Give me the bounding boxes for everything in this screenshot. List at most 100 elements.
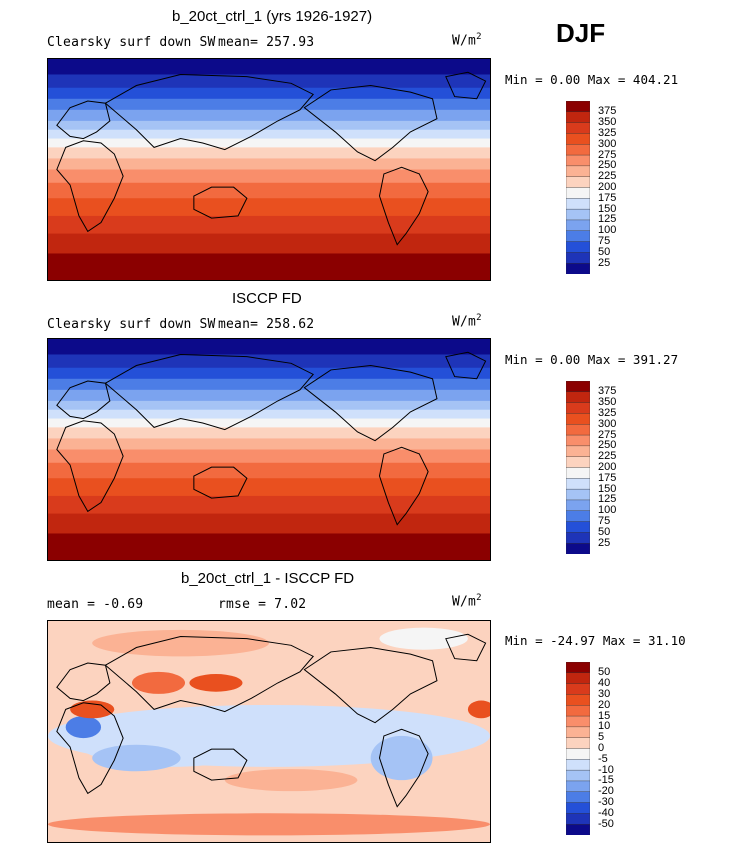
- colorbar-labels: 375 350 325 300 275 250 225 200 175 150 125 100 75 50…: [598, 381, 638, 554]
- sw-band: [48, 495, 490, 515]
- colorbar-swatch: [565, 715, 591, 728]
- sw-band: [48, 87, 490, 100]
- colorbar-swatch: [565, 467, 591, 480]
- colorbar-swatch: [565, 241, 591, 254]
- colorbar-swatch: [565, 144, 591, 156]
- sw-band: [48, 409, 490, 420]
- sw-band: [48, 513, 490, 535]
- colorbar-swatch: [565, 424, 591, 436]
- sw-band: [48, 418, 490, 429]
- colorbar-tick-label: -5: [598, 752, 608, 765]
- colorbar-swatch: [565, 769, 591, 782]
- colorbar-tick-label: 50: [598, 666, 611, 679]
- coastline-6: [445, 71, 487, 100]
- colorbar-swatch: [565, 208, 591, 221]
- colorbar-tick-label: 75: [598, 515, 611, 528]
- colorbar-swatch: [565, 542, 591, 555]
- colorbar-tick-label: 175: [598, 191, 617, 204]
- colorbar-tick-label: 300: [598, 137, 617, 150]
- colorbar-swatch: [565, 165, 591, 178]
- colorbar-swatch: [565, 219, 591, 232]
- diff-region: [379, 627, 468, 650]
- colorbar-tick-label: 250: [598, 159, 617, 172]
- diff-region: [70, 700, 115, 719]
- colorbar-swatch: [565, 661, 591, 674]
- map-panel: [47, 620, 491, 843]
- colorbar-tick-label: -15: [598, 774, 614, 787]
- diff-region: [48, 813, 490, 836]
- colorbar-tick-label: -10: [598, 763, 614, 776]
- coastline-6: [445, 351, 487, 380]
- sw-band: [48, 74, 490, 89]
- colorbar-swatch: [565, 154, 591, 167]
- colorbar-tick-label: 50: [598, 525, 611, 538]
- colorbar-tick-label: 275: [598, 428, 617, 441]
- colorbar-tick-label: -30: [598, 796, 614, 809]
- sw-band: [48, 354, 490, 369]
- colorbar-tick-label: 0: [598, 742, 605, 754]
- colorbar-tick-label: 15: [598, 709, 611, 722]
- mean-label: mean = -0.69: [47, 597, 144, 612]
- colorbar-swatch: [565, 402, 591, 415]
- colorbar-swatch: [565, 133, 591, 145]
- colorbar-tick-label: 325: [598, 126, 617, 139]
- sw-band: [48, 147, 490, 160]
- colorbar-tick-label: 125: [598, 493, 617, 506]
- map-panel: [47, 58, 491, 281]
- diff-region: [65, 716, 102, 739]
- colorbar-swatch: [565, 759, 591, 771]
- sw-band: [48, 215, 490, 235]
- colorbar-tick-label: 275: [598, 148, 617, 161]
- colorbar-swatch: [565, 672, 591, 685]
- units-label: W/m2: [452, 313, 482, 330]
- panel-title: ISCCP FD: [232, 290, 302, 307]
- coastline-5: [378, 446, 429, 526]
- colorbar-swatch: [565, 705, 591, 717]
- diff-region: [370, 735, 433, 781]
- colorbar-tick-label: 175: [598, 471, 617, 484]
- colorbar-tick-label: 20: [598, 698, 611, 711]
- colorbar-swatch: [565, 111, 591, 124]
- colorbar-swatch: [565, 683, 591, 696]
- colorbar-tick-label: 100: [598, 224, 617, 237]
- colorbar-tick-label: 100: [598, 504, 617, 517]
- variable-label: Clearsky surf down SW: [47, 317, 216, 332]
- colorbar-tick-label: 125: [598, 213, 617, 226]
- colorbar-tick-label: 150: [598, 482, 617, 495]
- colorbar-tick-label: 325: [598, 406, 617, 419]
- colorbar-swatch: [565, 737, 591, 750]
- colorbar-labels: 50 40 30 20 15 10 5 0 -5 -10 -15 -20 -30 -40 -50: [598, 662, 638, 835]
- coastline-3: [193, 748, 248, 781]
- colorbar-tick-label: 225: [598, 450, 617, 463]
- sw-band: [48, 339, 490, 356]
- colorbar-tick-label: 300: [598, 417, 617, 430]
- coastline-2: [104, 353, 314, 431]
- colorbar-swatch: [565, 391, 591, 404]
- sw-band: [48, 389, 490, 402]
- sw-band: [48, 478, 490, 497]
- colorbar-swatch: [565, 434, 591, 447]
- colorbar: [565, 661, 591, 836]
- min-max-label: Min = -24.97 Max = 31.10: [505, 633, 686, 648]
- units-label: W/m2: [452, 32, 482, 49]
- coastline-3: [193, 186, 248, 219]
- coastline-4: [303, 365, 438, 442]
- colorbar-tick-label: 150: [598, 202, 617, 215]
- colorbar: [565, 100, 591, 275]
- diff-region: [131, 671, 186, 694]
- colorbar-swatch: [565, 726, 591, 739]
- colorbar-swatch: [565, 456, 591, 469]
- rmse-label: rmse = 7.02: [218, 597, 307, 612]
- colorbar-tick-label: 25: [598, 256, 611, 269]
- diff-region: [92, 629, 269, 657]
- panel-title: b_20ct_ctrl_1 - ISCCP FD: [181, 570, 355, 587]
- map-panel: [47, 338, 491, 561]
- coastline-2: [104, 635, 314, 713]
- colorbar-tick-label: 50: [598, 245, 611, 258]
- coastline-6: [445, 633, 487, 662]
- colorbar-swatch: [565, 478, 591, 490]
- colorbar-tick-label: 200: [598, 181, 617, 193]
- colorbar-tick-label: -50: [598, 817, 614, 830]
- diff-region: [189, 674, 243, 692]
- coastline-2: [104, 73, 314, 151]
